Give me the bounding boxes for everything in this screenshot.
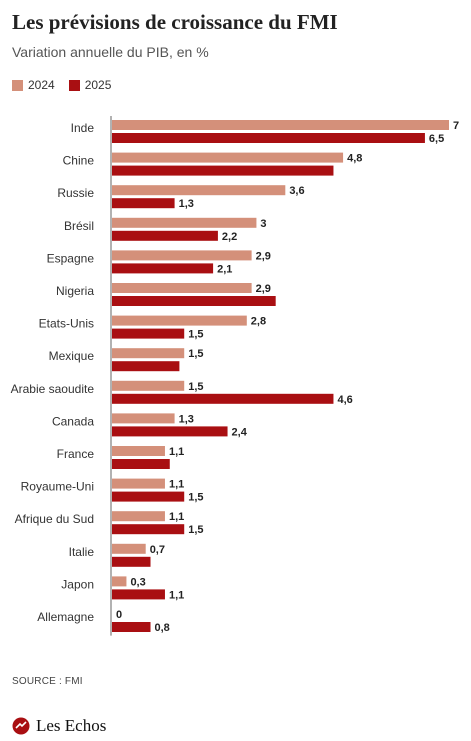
bar-2025: [112, 459, 170, 469]
bar-2024: [112, 576, 127, 587]
value-label-2024: 1,3: [179, 413, 194, 425]
category-label: Mexique: [49, 349, 95, 363]
bar-2025: [112, 230, 218, 241]
legend-item-2024: 2024: [12, 78, 55, 92]
bar-2024: [112, 511, 165, 522]
bar-2024: [112, 120, 449, 130]
bar-2024: [112, 543, 146, 554]
bar-2025: [112, 361, 180, 372]
value-label-2024: 4,8: [347, 153, 362, 165]
category-label: Italie: [69, 545, 95, 559]
value-label-2024: 1,1: [169, 479, 184, 491]
source-note: SOURCE : FMI: [12, 676, 83, 687]
value-label-2025: 1,1: [169, 589, 184, 601]
bar-2025: [112, 198, 175, 209]
bar-chart: Inde 7 6,5 Chine 4,8 Russie 3,6 1,3 Brésil 3 2,2 Es…: [11, 116, 459, 636]
bar-2024: [112, 217, 257, 228]
category-label: Afrique du Sud: [15, 512, 94, 526]
category-label: Russie: [57, 186, 94, 200]
category-label: Chine: [63, 154, 95, 168]
les-echos-logo-icon: [12, 717, 30, 735]
value-label-2024: 1,5: [188, 348, 203, 360]
legend-swatch-2025: [68, 79, 80, 91]
category-label: Canada: [52, 414, 94, 428]
value-label-2024: 2,9: [256, 250, 271, 262]
legend-label-2024: 2024: [28, 78, 55, 92]
legend-label-2025: 2025: [84, 78, 112, 92]
category-label: Etats-Unis: [39, 317, 94, 331]
value-label-2024: 1,1: [169, 446, 184, 458]
value-label-2025: 6,5: [429, 133, 444, 145]
value-label-2025: 1,5: [188, 329, 203, 341]
bar-2024: [112, 152, 344, 163]
chart-title: Les prévisions de croissance du FMI: [12, 10, 338, 34]
bar-2025: [112, 133, 425, 143]
bar-2025: [112, 328, 185, 339]
category-label: Nigeria: [56, 284, 94, 298]
value-label-2025: 2,2: [222, 231, 237, 243]
bar-2025: [112, 556, 151, 567]
category-label: Inde: [71, 121, 95, 135]
chart-subtitle: Variation annuelle du PIB, en %: [12, 44, 209, 60]
bar-2024: [112, 413, 175, 424]
bar-2024: [112, 185, 286, 196]
bar-2025: [112, 491, 185, 502]
bar-2025: [112, 165, 334, 176]
bar-2025: [112, 426, 228, 437]
value-label-2024: 0: [116, 609, 122, 621]
bar-2025: [112, 589, 165, 600]
legend: 2024 2025: [12, 78, 125, 92]
category-label: Japon: [61, 577, 94, 591]
value-label-2024: 3: [260, 218, 266, 230]
brand-name: Les Echos: [36, 716, 107, 735]
value-label-2024: 0,3: [130, 576, 145, 588]
value-label-2024: 7: [453, 120, 459, 132]
bar-2025: [112, 524, 185, 535]
value-label-2024: 3,6: [289, 185, 304, 197]
category-label: Royaume-Uni: [21, 480, 94, 494]
category-label: Allemagne: [37, 610, 94, 624]
legend-item-2025: 2025: [68, 78, 112, 92]
bar-2024: [112, 380, 185, 391]
legend-swatch-2024: [12, 79, 23, 91]
value-label-2025: 2,1: [217, 263, 232, 275]
bar-2025: [112, 393, 334, 404]
value-label-2025: 1,5: [188, 524, 203, 536]
value-label-2024: 2,8: [251, 316, 266, 328]
category-label: Espagne: [47, 251, 95, 265]
bar-2024: [112, 283, 252, 293]
category-label: Arabie saoudite: [11, 382, 95, 396]
value-label-2024: 0,7: [150, 544, 165, 556]
bar-2024: [112, 446, 165, 456]
bar-2025: [112, 622, 151, 632]
bar-2024: [112, 348, 185, 359]
value-label-2024: 1,5: [188, 381, 203, 393]
value-label-2025: 1,3: [179, 198, 194, 210]
value-label-2025: 4,6: [337, 394, 352, 406]
value-label-2025: 2,4: [232, 426, 248, 438]
bar-2024: [112, 315, 247, 326]
value-label-2025: 0,8: [155, 622, 170, 634]
bar-2025: [112, 296, 276, 306]
value-label-2024: 2,9: [256, 283, 271, 295]
value-label-2024: 1,1: [169, 511, 184, 523]
bar-2024: [112, 478, 165, 489]
value-label-2025: 1,5: [188, 492, 203, 504]
bar-2025: [112, 263, 214, 274]
category-label: Brésil: [64, 219, 94, 233]
brand-logo: Les Echos: [12, 716, 106, 736]
category-label: France: [57, 447, 95, 461]
bar-2024: [112, 250, 252, 261]
